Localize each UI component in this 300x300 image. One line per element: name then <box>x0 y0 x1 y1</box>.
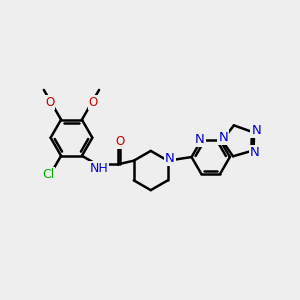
Text: N: N <box>218 131 228 144</box>
Text: Cl: Cl <box>42 168 54 181</box>
Text: N: N <box>195 133 205 146</box>
Text: N: N <box>250 146 260 159</box>
Text: NH: NH <box>89 162 108 175</box>
Text: O: O <box>115 135 124 148</box>
Text: O: O <box>45 96 55 109</box>
Text: O: O <box>88 96 98 109</box>
Text: N: N <box>251 124 261 137</box>
Text: N: N <box>165 152 175 165</box>
